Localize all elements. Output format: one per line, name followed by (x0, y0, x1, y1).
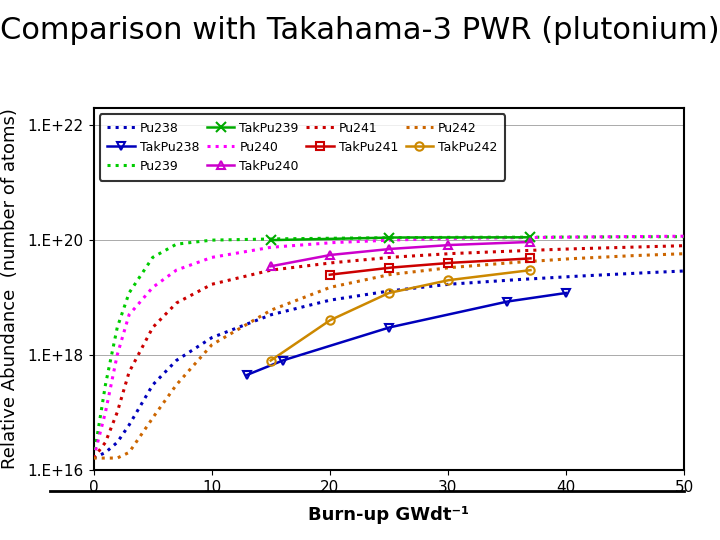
Legend: Pu238, TakPu238, Pu239, TakPu239, Pu240, TakPu240, Pu241, TakPu241, Pu242, TakPu: Pu238, TakPu238, Pu239, TakPu239, Pu240,… (100, 114, 505, 181)
Text: Comparison with Takahama-3 PWR (plutonium): Comparison with Takahama-3 PWR (plutoniu… (0, 16, 720, 45)
X-axis label: Burn-up GWdt⁻¹: Burn-up GWdt⁻¹ (308, 505, 469, 524)
Y-axis label: Relative Abundance  (number of atoms): Relative Abundance (number of atoms) (1, 109, 19, 469)
